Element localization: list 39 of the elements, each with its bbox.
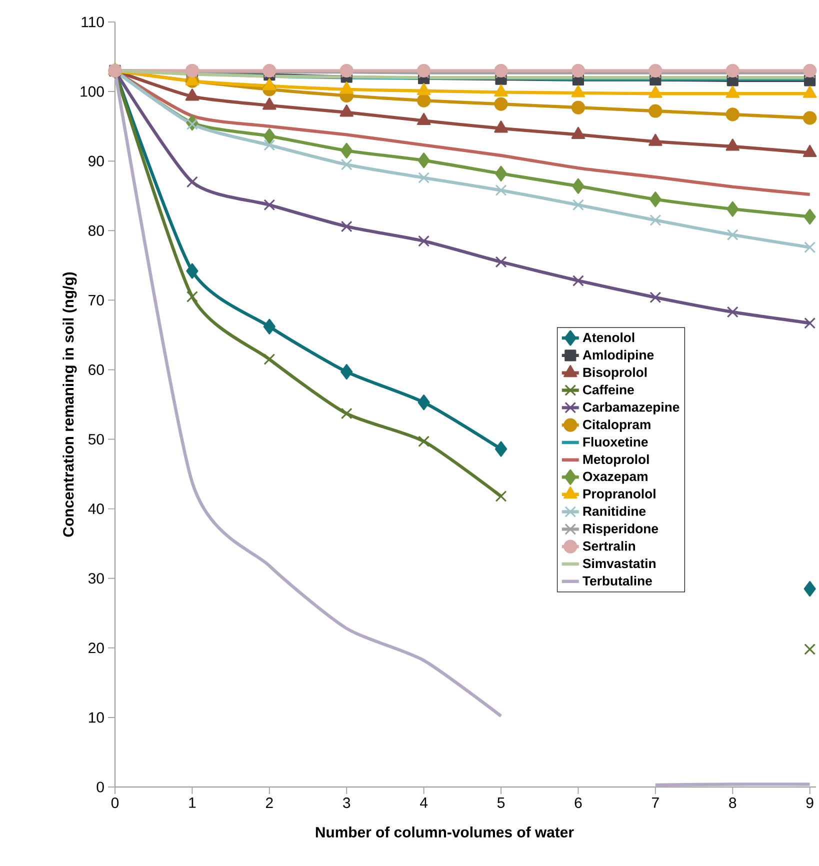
x-axis-title: Number of column-volumes of water bbox=[316, 826, 574, 838]
legend-label: Sertralin bbox=[582, 541, 636, 551]
legend-label: Risperidone bbox=[583, 524, 658, 536]
y-tick-label: 20 bbox=[88, 642, 104, 654]
legend-label: Carbamazepine bbox=[583, 402, 680, 414]
y-tick-label: 100 bbox=[80, 86, 104, 97]
y-tick-label: 80 bbox=[88, 225, 104, 236]
legend-label: Simvastatin bbox=[582, 558, 656, 568]
legend-label: Oxazepam bbox=[583, 472, 648, 484]
y-tick-label: 110 bbox=[82, 16, 104, 28]
y-tick-label: 10 bbox=[89, 712, 104, 723]
y-tick-label: 50 bbox=[88, 434, 104, 445]
x-tick-label: 4 bbox=[420, 798, 428, 808]
legend-label: Propranolol bbox=[583, 488, 656, 502]
legend-label: Citalopram bbox=[583, 420, 650, 432]
y-tick-label: 70 bbox=[88, 294, 104, 306]
y-tick-label: 40 bbox=[88, 504, 104, 514]
x-tick-label: 0 bbox=[111, 798, 119, 808]
x-tick-label: 2 bbox=[266, 798, 273, 808]
legend-label: Ranitidine bbox=[583, 506, 646, 516]
legend-label: Caffeine bbox=[583, 384, 634, 394]
x-tick-label: 9 bbox=[806, 798, 814, 808]
y-tick-label: 60 bbox=[88, 364, 104, 376]
legend-label: Terbutaline bbox=[582, 576, 652, 586]
x-tick-label: 1 bbox=[189, 798, 196, 808]
y-tick-label: 90 bbox=[88, 156, 104, 166]
legend-label: Atenolol bbox=[582, 332, 634, 342]
x-tick-label: 7 bbox=[652, 798, 659, 808]
y-axis-title: Concentration remaning in soil (ng/g) bbox=[62, 272, 77, 537]
x-tick-label: 5 bbox=[497, 798, 505, 808]
x-tick-label: 3 bbox=[343, 798, 350, 808]
y-tick-label: 0 bbox=[96, 782, 104, 792]
y-tick-label: 30 bbox=[88, 573, 104, 584]
legend-label: Metoprolol bbox=[583, 454, 649, 467]
legend-label: Bisoprolol bbox=[583, 367, 647, 380]
legend-label: Amlodipine bbox=[582, 350, 654, 362]
x-tick-label: 8 bbox=[729, 798, 736, 808]
legend-label: Fluoxetine bbox=[583, 436, 648, 447]
x-tick-label: 6 bbox=[574, 798, 582, 808]
